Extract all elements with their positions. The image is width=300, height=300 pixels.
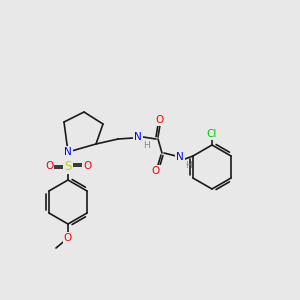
Text: N: N [64,147,72,157]
Text: N: N [176,152,184,162]
Text: O: O [152,166,160,176]
Text: Cl: Cl [207,129,217,139]
Text: H: H [143,141,150,150]
Text: O: O [83,161,91,171]
Text: N: N [134,132,142,142]
Text: O: O [45,161,53,171]
Text: H: H [185,161,192,170]
Text: O: O [64,233,72,243]
Text: O: O [156,115,164,125]
Text: S: S [64,160,72,172]
